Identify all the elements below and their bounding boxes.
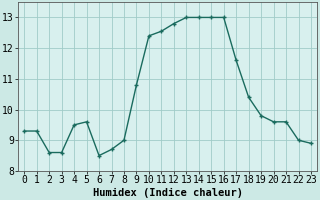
X-axis label: Humidex (Indice chaleur): Humidex (Indice chaleur)	[92, 188, 243, 198]
